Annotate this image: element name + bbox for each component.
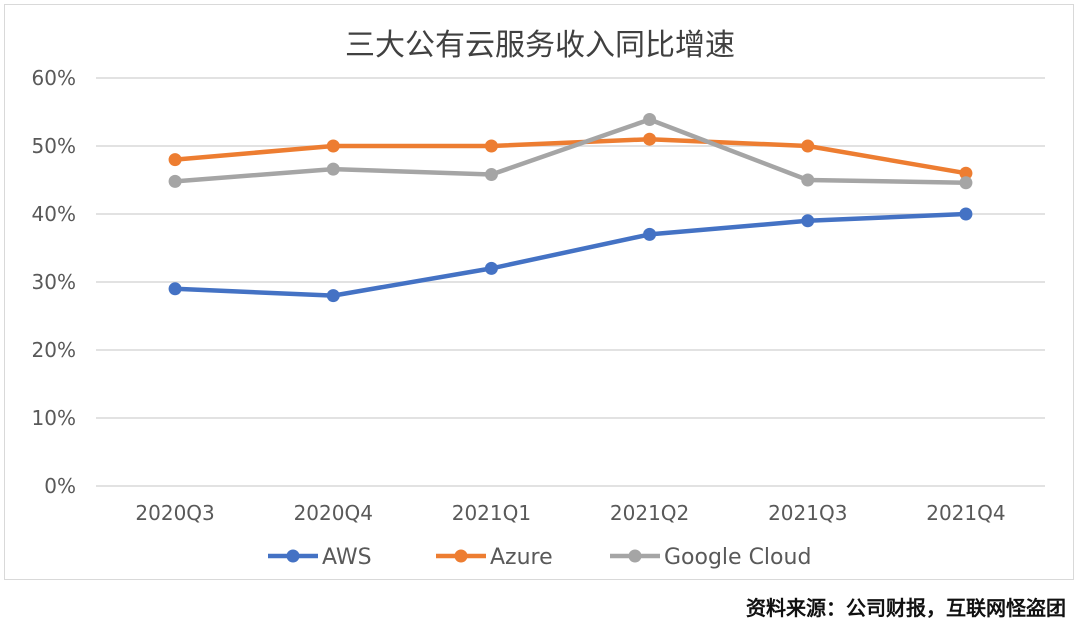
x-tick-label: 2021Q4 <box>926 501 1005 525</box>
series-line-azure <box>172 136 969 176</box>
legend-label: AWS <box>322 545 372 570</box>
series-line-aws <box>172 211 969 298</box>
x-tick-label: 2021Q2 <box>610 501 689 525</box>
y-tick-label: 40% <box>32 202 76 226</box>
data-point <box>326 139 340 153</box>
data-point <box>484 168 498 182</box>
data-point <box>326 162 340 176</box>
legend-item: Azure <box>436 545 553 570</box>
data-point <box>801 139 815 153</box>
legend-swatch-marker <box>286 549 300 563</box>
data-point <box>801 173 815 187</box>
legend-swatch-marker <box>454 549 468 563</box>
data-point <box>643 227 657 241</box>
data-point <box>959 176 973 190</box>
data-point <box>801 214 815 228</box>
y-tick-label: 30% <box>32 270 76 294</box>
chart-frame <box>4 4 1074 580</box>
legend-label: Google Cloud <box>664 545 811 570</box>
data-point <box>959 166 973 180</box>
y-tick-label: 0% <box>44 474 76 498</box>
series-line-google-cloud <box>172 117 969 185</box>
data-point <box>484 139 498 153</box>
chart-title: 三大公有云服务收入同比增速 <box>345 28 735 63</box>
data-point <box>959 207 973 221</box>
source-note: 资料来源：公司财报，互联网怪盗团 <box>746 596 1066 620</box>
y-tick-label: 50% <box>32 134 76 158</box>
data-point <box>484 261 498 275</box>
line-chart: 三大公有云服务收入同比增速 0% 10% 20% 30% 40% 50% 60% 2020Q… <box>32 28 1045 570</box>
x-tick-label: 2021Q1 <box>452 501 531 525</box>
legend-item: AWS <box>268 545 372 570</box>
x-tick-label: 2021Q3 <box>768 501 847 525</box>
y-tick-label: 60% <box>32 66 76 90</box>
x-tick-label: 2020Q3 <box>135 501 214 525</box>
legend-swatch-marker <box>628 549 642 563</box>
x-tick-label: 2020Q4 <box>294 501 373 525</box>
data-point <box>168 153 182 167</box>
legend-label: Azure <box>490 545 553 570</box>
data-point <box>168 282 182 296</box>
y-tick-label: 10% <box>32 406 76 430</box>
data-point <box>643 132 657 146</box>
y-tick-label: 20% <box>32 338 76 362</box>
data-point <box>168 174 182 188</box>
data-point <box>326 289 340 303</box>
legend-item: Google Cloud <box>610 545 811 570</box>
data-point <box>643 112 657 126</box>
